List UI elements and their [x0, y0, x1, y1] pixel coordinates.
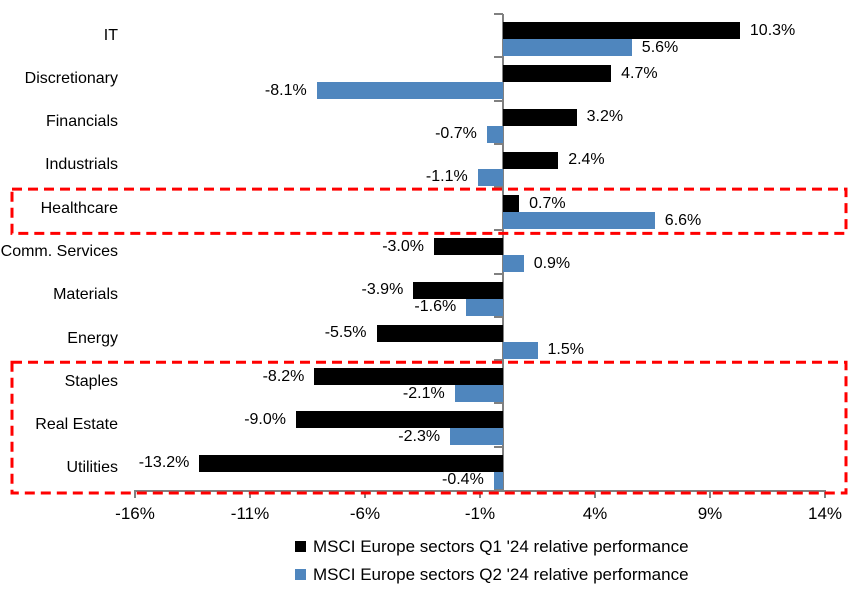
data-label-q1-financials: 3.2% [586, 108, 624, 126]
bar-q1-staples [314, 368, 503, 386]
category-label-industrials: Industrials [45, 156, 118, 174]
category-label-staples: Staples [64, 372, 118, 390]
bar-q1-materials [413, 281, 503, 299]
category-label-materials: Materials [53, 286, 118, 304]
legend-label-q2: MSCI Europe sectors Q2 '24 relative perf… [313, 564, 689, 584]
bar-q2-discretionary [316, 82, 503, 100]
data-label-q1-it: 10.3% [749, 21, 796, 39]
data-label-q2-industrials: -1.1% [425, 168, 468, 186]
data-label-q2-discretionary: -8.1% [264, 81, 307, 99]
highlight-box-healthcare [10, 187, 848, 235]
x-axis-tick [594, 492, 596, 498]
category-label-real-estate: Real Estate [35, 416, 118, 434]
x-tick-label-11: -11% [230, 504, 270, 523]
x-axis-tick [479, 492, 481, 498]
category-label-energy: Energy [67, 329, 118, 347]
bar-q1-industrials [503, 151, 559, 169]
data-label-q2-financials: -0.7% [435, 125, 477, 143]
y-axis-tick [494, 359, 503, 362]
y-axis-tick [494, 186, 503, 189]
legend-item-q2: MSCI Europe sectors Q2 '24 relative perf… [295, 565, 689, 584]
y-axis-tick [494, 99, 503, 102]
data-label-q1-industrials: 2.4% [568, 151, 605, 169]
bar-q1-comm-services [434, 238, 503, 256]
bar-q1-it [503, 22, 740, 39]
bar-q2-industrials [477, 168, 503, 186]
y-axis-tick [494, 13, 503, 15]
x-axis-tick [709, 492, 711, 498]
bar-q1-energy [376, 324, 503, 342]
data-label-q2-staples: -2.1% [402, 384, 445, 402]
y-axis-tick [494, 445, 503, 448]
y-axis-line [502, 14, 504, 492]
bar-q1-discretionary [503, 65, 612, 83]
category-label-comm-services: Comm. Services [0, 242, 118, 260]
data-label-q1-discretionary: 4.7% [621, 64, 658, 82]
bar-q2-financials [486, 125, 503, 143]
legend-label-q1: MSCI Europe sectors Q1 '24 relative perf… [313, 536, 689, 556]
bar-q2-staples [454, 385, 503, 403]
y-axis-tick [494, 315, 503, 318]
x-tick-label-1: -1% [464, 504, 496, 523]
data-label-q2-it: 5.6% [641, 38, 679, 56]
bar-q1-utilities [199, 454, 503, 472]
data-label-q2-real-estate: -2.3% [398, 427, 441, 445]
x-tick-label-14: 14% [807, 504, 843, 523]
y-axis-tick [494, 489, 503, 491]
category-label-healthcare: Healthcare [40, 199, 118, 217]
data-label-q2-healthcare: 6.6% [664, 211, 702, 229]
y-axis-tick [494, 56, 503, 59]
bar-q2-it [503, 39, 632, 56]
y-axis-tick [494, 402, 503, 405]
bar-q2-healthcare [503, 212, 655, 230]
x-axis-tick [249, 492, 251, 498]
category-label-discretionary: Discretionary [24, 69, 118, 87]
bar-q2-energy [503, 341, 538, 359]
x-axis-tick [824, 492, 826, 498]
data-label-q2-utilities: -0.4% [442, 471, 484, 489]
x-axis-tick [134, 492, 136, 498]
x-tick-label-9: 9% [697, 504, 723, 523]
bar-q1-healthcare [503, 195, 520, 213]
bar-q1-real-estate [296, 411, 503, 429]
bar-q1-financials [503, 108, 577, 126]
x-tick-label-16: -16% [115, 504, 155, 523]
data-label-q1-comm-services: -3.0% [382, 237, 424, 255]
data-label-q1-healthcare: 0.7% [529, 194, 566, 212]
data-label-q1-utilities: -13.2% [138, 454, 190, 472]
data-label-q1-real-estate: -9.0% [244, 410, 286, 428]
legend-swatch-q1-icon [295, 541, 306, 552]
category-label-it: IT [103, 26, 118, 44]
data-label-q1-staples: -8.2% [262, 367, 305, 385]
category-label-financials: Financials [45, 113, 118, 131]
x-tick-label-6: -6% [349, 504, 381, 523]
x-axis-tick [364, 492, 366, 498]
bar-q2-real-estate [450, 428, 503, 446]
y-axis-tick [494, 142, 503, 145]
data-label-q2-energy: 1.5% [547, 341, 584, 359]
legend-swatch-q2-icon [295, 569, 306, 580]
x-tick-label-4: 4% [582, 504, 608, 523]
bar-q2-comm-services [503, 255, 524, 273]
data-label-q1-energy: -5.5% [324, 324, 367, 342]
legend-item-q1: MSCI Europe sectors Q1 '24 relative perf… [295, 537, 689, 556]
y-axis-tick [494, 272, 503, 275]
bar-q2-utilities [493, 471, 503, 489]
data-label-q2-comm-services: 0.9% [533, 254, 571, 272]
y-axis-tick [494, 229, 503, 232]
bar-q2-materials [466, 298, 503, 316]
data-label-q2-materials: -1.6% [414, 298, 457, 316]
data-label-q1-materials: -3.9% [361, 281, 404, 299]
category-label-utilities: Utilities [66, 459, 118, 477]
legend: MSCI Europe sectors Q1 '24 relative perf… [295, 537, 689, 593]
